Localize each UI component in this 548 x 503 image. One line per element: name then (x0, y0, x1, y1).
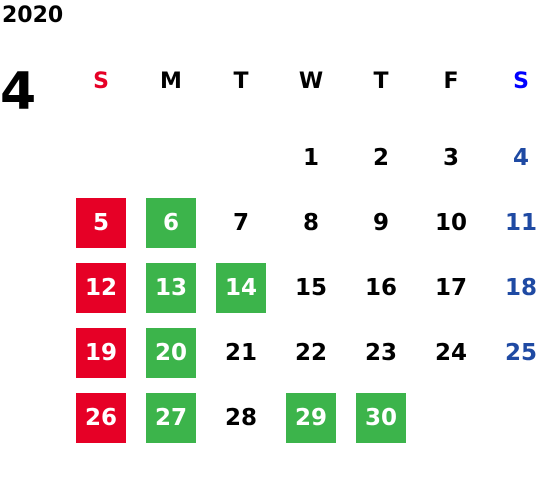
calendar-day-number: 24 (434, 339, 467, 366)
calendar-day-number: 23 (364, 339, 397, 366)
calendar-day[interactable]: 13 (136, 255, 206, 320)
calendar-day[interactable]: 5 (66, 190, 136, 255)
calendar-day-number: 17 (434, 274, 467, 301)
calendar-day[interactable]: 27 (136, 385, 206, 450)
calendar-day-number: 1 (302, 144, 319, 171)
calendar-day[interactable]: 15 (276, 255, 346, 320)
calendar-day-number: 12 (76, 262, 126, 313)
calendar-day-number: 26 (76, 392, 126, 443)
calendar-day-number: 21 (224, 339, 257, 366)
calendar-day[interactable]: 18 (486, 255, 548, 320)
calendar-day[interactable]: 4 (486, 125, 548, 190)
calendar-day-number: 29 (286, 392, 336, 443)
calendar-year: 2020 (2, 3, 64, 28)
weekday-label: T (373, 68, 389, 94)
calendar-day[interactable]: 8 (276, 190, 346, 255)
calendar-day-number: 6 (146, 197, 196, 248)
calendar-day[interactable]: 20 (136, 320, 206, 385)
calendar-day-number: 13 (146, 262, 196, 313)
calendar-day-number: 11 (504, 209, 537, 236)
calendar-day[interactable]: 7 (206, 190, 276, 255)
calendar-day-number: 9 (372, 209, 389, 236)
calendar-day-number: 20 (146, 327, 196, 378)
calendar-day-number: 27 (146, 392, 196, 443)
calendar-day-number: 25 (504, 339, 537, 366)
calendar-day-number: 3 (442, 144, 459, 171)
calendar-day-number: 28 (224, 404, 257, 431)
calendar-day[interactable]: 28 (206, 385, 276, 450)
calendar-empty-cell (206, 125, 276, 190)
calendar-day[interactable]: 10 (416, 190, 486, 255)
calendar-grid: 1 2 3 4 5 6 7 8 9 10 11 12 13 14 15 16 17 18 19 20 21 22 23 24 2… (66, 125, 548, 450)
calendar-day[interactable]: 17 (416, 255, 486, 320)
calendar-day-number: 18 (504, 274, 537, 301)
calendar-empty-cell (66, 125, 136, 190)
weekday-label: S (513, 68, 529, 94)
calendar-day-number: 7 (232, 209, 249, 236)
calendar-day-number: 4 (512, 144, 529, 171)
calendar-day-number: 30 (356, 392, 406, 443)
weekday-label: S (93, 68, 109, 94)
calendar-day[interactable]: 24 (416, 320, 486, 385)
calendar-day[interactable]: 25 (486, 320, 548, 385)
calendar-day[interactable]: 6 (136, 190, 206, 255)
calendar-day[interactable]: 23 (346, 320, 416, 385)
calendar-day[interactable]: 30 (346, 385, 416, 450)
weekday-label: W (298, 68, 324, 94)
calendar-month: 4 (0, 62, 37, 122)
calendar-day[interactable]: 26 (66, 385, 136, 450)
calendar-day[interactable]: 1 (276, 125, 346, 190)
calendar-day[interactable]: 14 (206, 255, 276, 320)
calendar-day[interactable]: 12 (66, 255, 136, 320)
calendar-day-number: 15 (294, 274, 327, 301)
calendar-day-number: 19 (76, 327, 126, 378)
calendar-day[interactable]: 22 (276, 320, 346, 385)
calendar-day-number: 22 (294, 339, 327, 366)
calendar-day-number: 10 (434, 209, 467, 236)
calendar-day[interactable]: 19 (66, 320, 136, 385)
calendar-day[interactable]: 29 (276, 385, 346, 450)
calendar-day-number: 5 (76, 197, 126, 248)
calendar-day[interactable]: 11 (486, 190, 548, 255)
calendar-day-number: 16 (364, 274, 397, 301)
calendar-day[interactable]: 21 (206, 320, 276, 385)
calendar-empty-cell (136, 125, 206, 190)
calendar-day-number: 14 (216, 262, 266, 313)
calendar-day[interactable]: 9 (346, 190, 416, 255)
calendar-day[interactable]: 3 (416, 125, 486, 190)
weekday-label: T (233, 68, 249, 94)
calendar-day-number: 2 (372, 144, 389, 171)
calendar-day-number: 8 (302, 209, 319, 236)
weekday-label: M (160, 68, 182, 94)
weekday-label: F (443, 68, 459, 94)
calendar-day[interactable]: 2 (346, 125, 416, 190)
calendar-day[interactable]: 16 (346, 255, 416, 320)
